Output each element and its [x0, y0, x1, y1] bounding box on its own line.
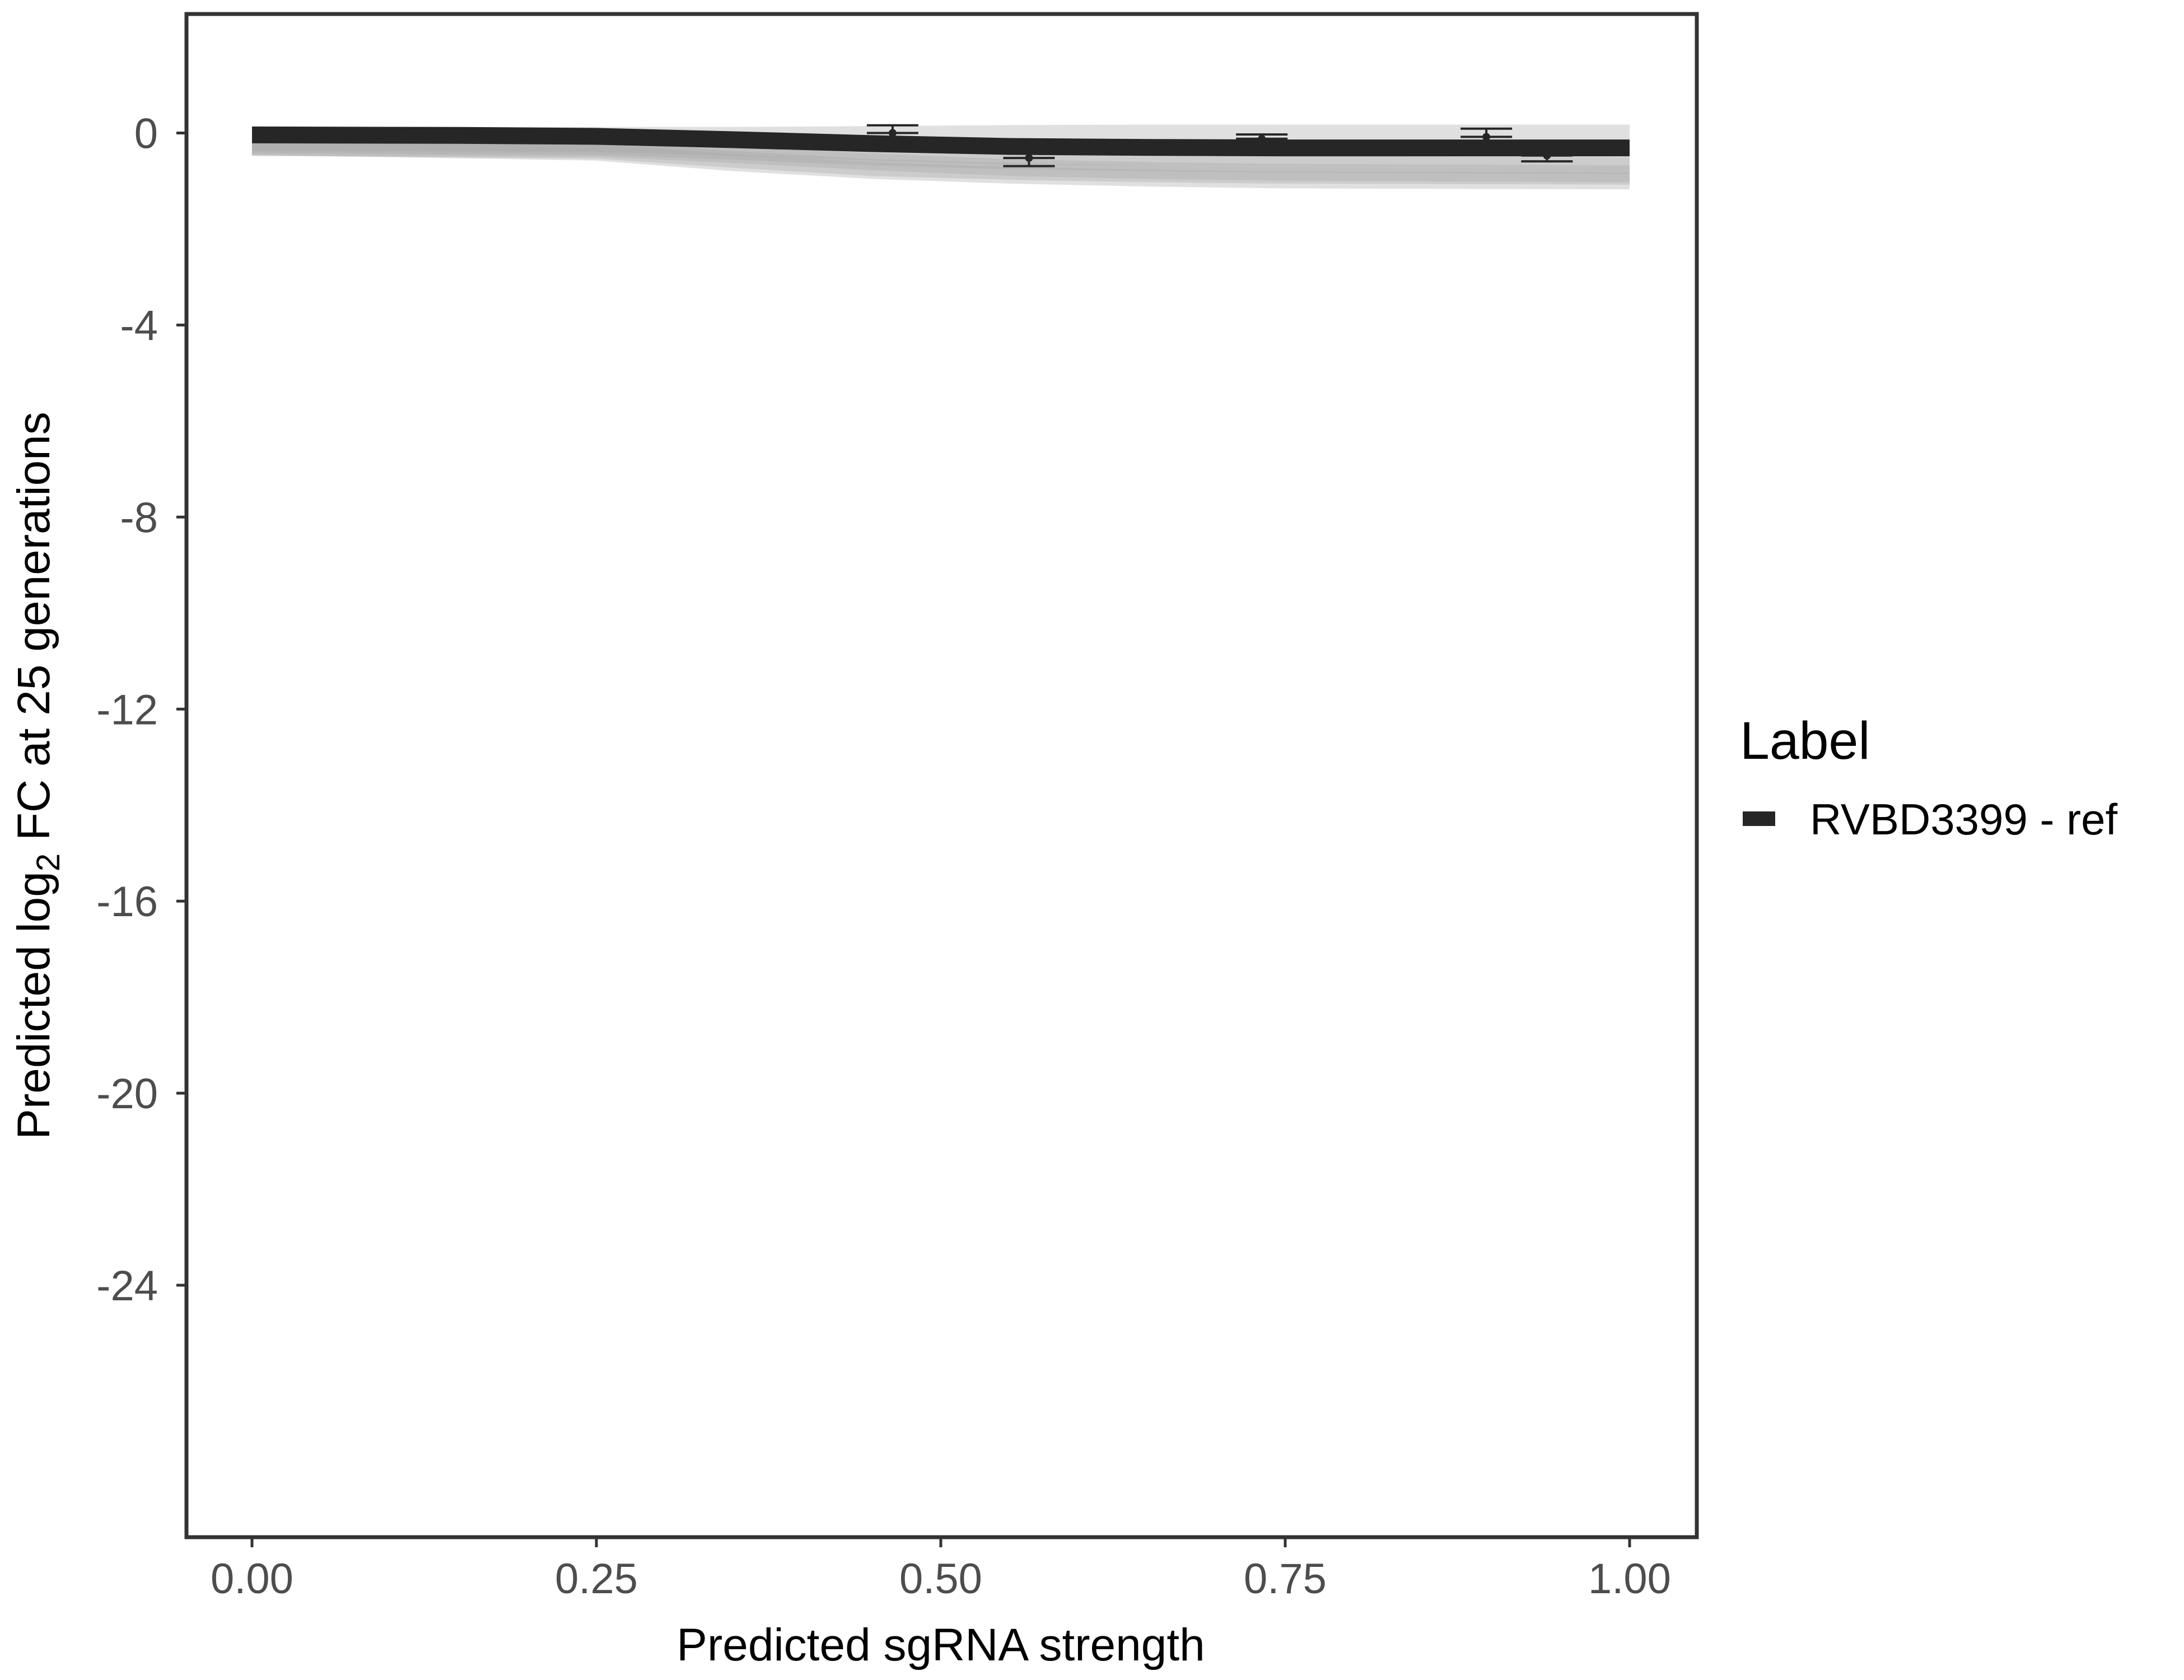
- x-tick-label: 0.00: [211, 1555, 293, 1603]
- data-point: [888, 129, 897, 137]
- data-point: [1025, 154, 1033, 162]
- x-tick-label: 0.25: [555, 1555, 638, 1603]
- y-tick-label: 0: [134, 110, 158, 158]
- x-axis-title: Predicted sgRNA strength: [676, 1620, 1205, 1670]
- posterior-draw-line: [251, 136, 1630, 174]
- fit-line: [251, 126, 1630, 157]
- y-tick-label: -8: [120, 494, 158, 542]
- fit-line-group: [251, 126, 1630, 157]
- plot-panel-border: [184, 12, 1699, 1539]
- y-axis-title-suffix: FC at 25 generations: [8, 412, 59, 853]
- legend-key: [1743, 811, 1775, 826]
- y-tick-label: -20: [96, 1070, 158, 1118]
- y-axis-title-prefix: Predicted log: [8, 871, 59, 1140]
- data-point: [1482, 133, 1491, 141]
- y-axis-ticks: 0 -4 -8 -12 -16 -20 -24: [96, 110, 185, 1310]
- x-tick-label: 0.75: [1244, 1555, 1327, 1603]
- x-tick-label: 1.00: [1588, 1555, 1671, 1603]
- posterior-draw-line: [251, 139, 1630, 185]
- x-axis-ticks: 0.00 0.25 0.50 0.75 1.00: [211, 1539, 1671, 1603]
- posterior-draw-line: [251, 139, 1630, 183]
- data-points: [866, 124, 1573, 167]
- x-tick-label: 0.50: [899, 1555, 982, 1603]
- y-tick-label: -4: [120, 302, 158, 349]
- y-tick-label: -24: [96, 1262, 158, 1310]
- y-tick-label: -16: [96, 878, 158, 926]
- data-point: [1258, 134, 1266, 143]
- y-axis-title-subscript: 2: [30, 853, 67, 871]
- y-tick-label: -12: [96, 686, 158, 734]
- posterior-draw-line: [251, 138, 1630, 190]
- y-axis-title: Predicted log2 FC at 25 generations: [8, 412, 67, 1139]
- legend-label: RVBD3399 - ref: [1810, 795, 2117, 844]
- legend-title: Label: [1740, 711, 1870, 771]
- legend: Label RVBD3399 - ref: [1740, 711, 2117, 844]
- data-point: [1543, 151, 1551, 160]
